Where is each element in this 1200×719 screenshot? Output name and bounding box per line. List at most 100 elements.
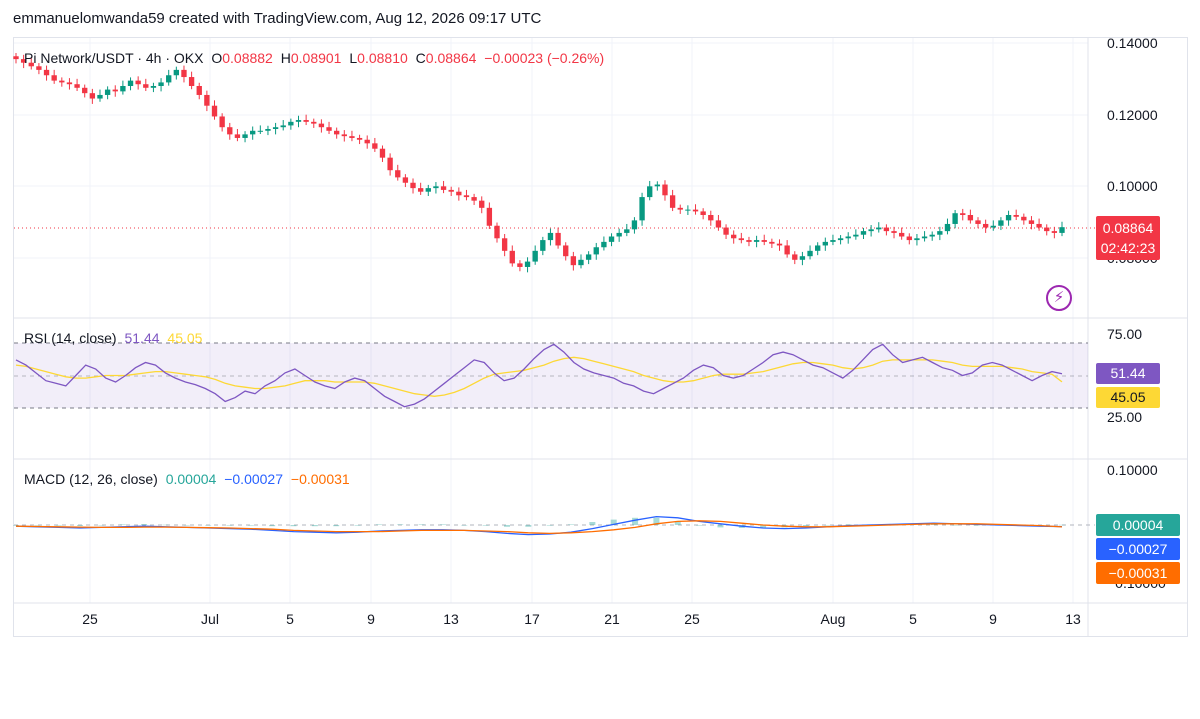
main-legend[interactable]: Pi Network/USDT · 4h · OKX O0.08882 H0.0… [24, 50, 608, 66]
candle-body [585, 254, 592, 260]
macd-layer [13, 515, 1065, 536]
candle-body [715, 220, 722, 228]
candle-body [807, 250, 813, 257]
candle-body [776, 243, 783, 246]
candle-body [547, 232, 554, 241]
candle-body [692, 209, 699, 212]
macd-histogram-bar [34, 525, 41, 526]
time-axis-label: 5 [286, 611, 294, 627]
high-value: 0.08901 [290, 50, 342, 66]
open-label: O [211, 50, 223, 66]
macd-histogram-bar [717, 525, 724, 528]
candle-body [860, 231, 867, 235]
candle-body [784, 245, 790, 255]
macd-histogram-bar [269, 525, 276, 527]
candle-body [311, 121, 317, 124]
candle-body [20, 59, 27, 63]
macd-histogram-bar [162, 524, 169, 526]
macd-signal-tag: −0.00031 [1096, 562, 1180, 584]
macd-histogram-bar [845, 524, 852, 525]
chart-frame[interactable] [13, 37, 1188, 637]
candle-body [975, 220, 981, 224]
candle-body [616, 232, 622, 237]
candle-body [967, 215, 974, 221]
change-value: −0.00023 (−0.26%) [484, 50, 605, 66]
candle-body [196, 86, 202, 95]
current-price-tag: 0.08864 02:42:23 [1096, 216, 1160, 260]
chart-header-credit: emmanuelomwanda59 created with TradingVi… [13, 10, 542, 27]
macd-legend-value: −0.00027 [224, 471, 284, 487]
macd-histogram-bar [205, 525, 212, 526]
candle-body [89, 93, 96, 99]
macd-legend[interactable]: MACD (12, 26, close) 0.00004 −0.00027 −0… [24, 471, 354, 487]
macd-histogram-bar [247, 525, 254, 526]
macd-histogram-bar [98, 525, 105, 526]
candle-body [97, 94, 103, 99]
macd-histogram-bar [55, 525, 62, 526]
candle-body [898, 232, 905, 237]
candle-body [1021, 216, 1027, 221]
macd-histogram-bar [760, 525, 767, 528]
candle-body [639, 197, 645, 221]
candle-body [318, 123, 325, 128]
time-axis-label: 25 [82, 611, 98, 627]
candle-body [662, 184, 668, 196]
macd-hist-tag: 0.00004 [1096, 514, 1180, 536]
rsi-axis-label: 25.00 [1107, 409, 1143, 425]
macd-histogram-bar [418, 524, 425, 525]
candle-body [952, 213, 958, 224]
candle-body [74, 84, 80, 88]
candle-body [876, 227, 882, 230]
candle-body [250, 130, 256, 135]
candle-body [570, 256, 577, 266]
macd-histogram-bar [461, 525, 468, 526]
rsi-legend[interactable]: RSI (14, close) 51.44 45.05 [24, 330, 206, 346]
rsi-legend-label[interactable]: RSI (14, close) [24, 330, 117, 346]
macd-histogram-bar [13, 525, 19, 526]
candle-body [723, 227, 729, 235]
candle-body [433, 186, 439, 189]
candle-body [120, 86, 126, 92]
candle-body [1044, 227, 1050, 232]
candle-body [501, 238, 508, 251]
candle-body [555, 232, 561, 246]
candle-body [280, 125, 286, 128]
macd-histogram-bar [546, 525, 553, 526]
bar-countdown: 02:42:23 [1100, 240, 1156, 256]
macd-histogram-bar [568, 524, 575, 525]
close-label: C [415, 50, 426, 66]
candle-body [647, 186, 653, 198]
candle-body [654, 184, 661, 187]
candle-body [845, 236, 851, 239]
open-value: 0.08882 [222, 50, 273, 66]
macd-histogram-bar [290, 525, 297, 527]
candle-body [364, 139, 370, 144]
candle-body [578, 259, 584, 266]
candle-body [677, 207, 683, 210]
rsi-line [15, 343, 1063, 408]
candle-body [135, 80, 141, 85]
macd-histogram-bar [482, 525, 489, 526]
time-axis-label: Jul [201, 611, 219, 627]
macd-histogram-bar [653, 517, 660, 525]
lightning-icon[interactable]: ⚡︎ [1046, 285, 1072, 311]
time-axis-label: 5 [909, 611, 917, 627]
candle-body [982, 223, 989, 228]
candle-body [36, 66, 42, 70]
candle-body [815, 245, 821, 251]
candle-body [685, 209, 691, 211]
candle-body [211, 105, 218, 117]
candle-body [326, 127, 332, 131]
candle-body [524, 261, 531, 267]
candle-body [883, 227, 890, 232]
candle-body [1005, 215, 1012, 221]
macd-legend-label[interactable]: MACD (12, 26, close) [24, 471, 158, 487]
candle-body [456, 191, 462, 196]
candle-body [82, 87, 88, 94]
candle-body [1013, 215, 1019, 217]
macd-histogram-bar [77, 525, 84, 526]
candle-body [822, 241, 828, 246]
symbol-label[interactable]: Pi Network/USDT · 4h · OKX [24, 50, 204, 66]
candle-body [853, 234, 859, 237]
